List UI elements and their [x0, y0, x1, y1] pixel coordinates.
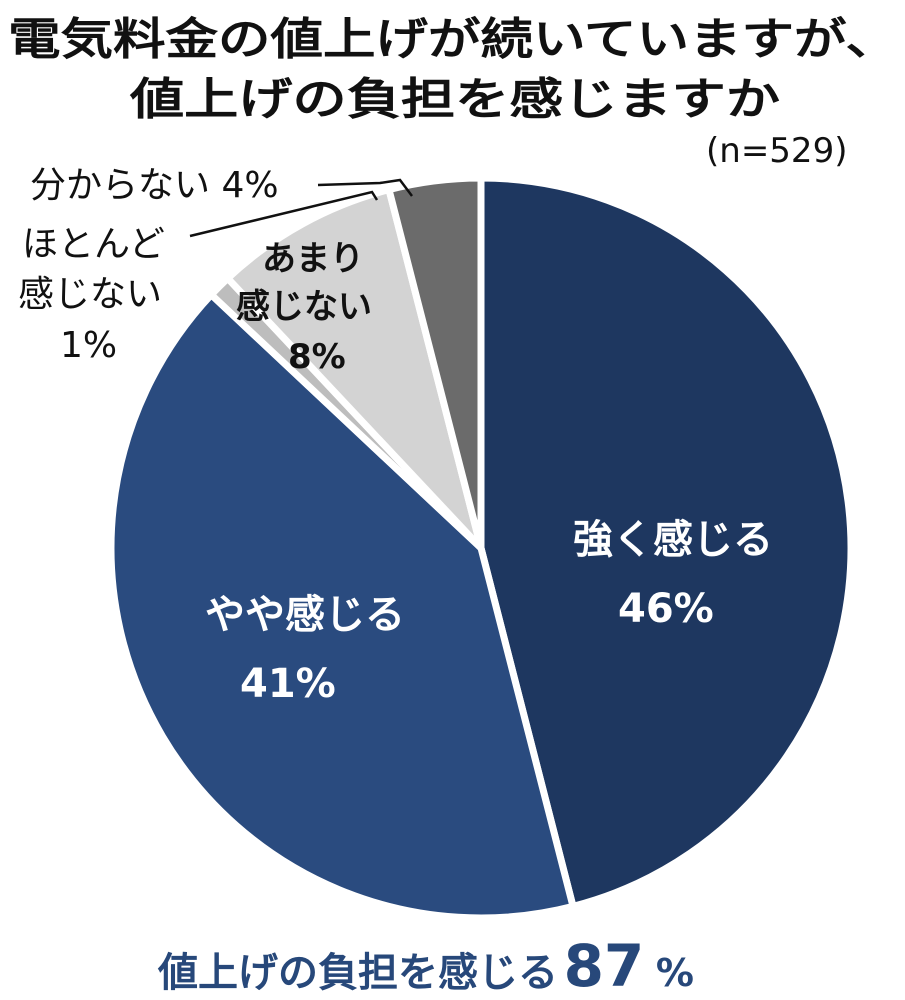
label-not-much-line3: 8%	[288, 337, 346, 377]
slice-strong	[477, 174, 855, 910]
leader-lines	[189, 178, 413, 238]
summary-number: 87	[564, 932, 645, 1000]
summary-text: 値上げの負担を感じる	[157, 950, 558, 996]
label-dont-know: 分からない 4%	[30, 165, 279, 206]
label-not-much-line1: あまり	[262, 239, 364, 279]
label-somewhat-line1: やや感じる	[205, 592, 405, 638]
label-strong-line1: 強く感じる	[573, 517, 773, 563]
slice-not-much	[224, 186, 485, 552]
label-somewhat-line2: 41%	[240, 661, 336, 707]
pie-slices	[107, 174, 855, 922]
label-hardly-line1: ほとんど	[22, 224, 165, 265]
chart-title-line2: 値上げの負担を感じますか	[129, 74, 780, 125]
leader-line-hardly	[189, 190, 379, 238]
label-hardly-line3: 1%	[60, 325, 117, 366]
sample-size: (n=529)	[706, 131, 847, 171]
slice-somewhat	[107, 291, 577, 922]
label-strong-line2: 46%	[618, 586, 714, 632]
summary-unit: %	[656, 951, 694, 995]
chart-title-line1: 電気料金の値上げが続いていますが、	[8, 14, 898, 65]
label-hardly-line2: 感じない	[18, 274, 162, 315]
label-not-much-line2: 感じない	[236, 287, 372, 327]
slice-dont-know	[385, 174, 485, 552]
leader-line-dont-know	[317, 178, 413, 197]
summary-line: 値上げの負担を感じる 87 %	[157, 932, 694, 1000]
